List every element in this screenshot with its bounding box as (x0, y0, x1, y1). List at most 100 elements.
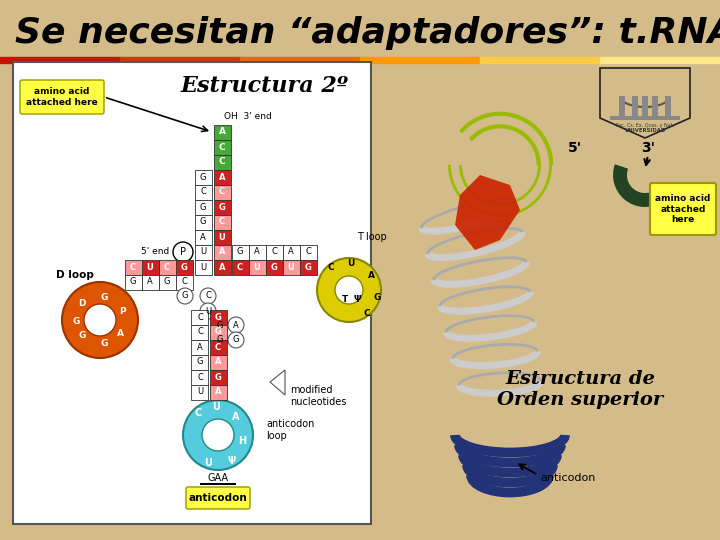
Text: U: U (197, 388, 203, 396)
Bar (214, 260, 231, 275)
Text: Se necesitan “adaptadores”: t.RNA: Se necesitan “adaptadores”: t.RNA (15, 16, 720, 50)
Text: G: G (215, 327, 222, 336)
Text: anticodon: anticodon (540, 473, 595, 483)
Text: C: C (219, 187, 225, 197)
Text: C: C (271, 247, 277, 256)
Bar (0, 57, 121, 63)
Bar (610, 116, 680, 120)
Bar (200, 483, 236, 485)
Text: C: C (219, 158, 225, 166)
Text: A: A (288, 247, 294, 256)
Text: C: C (364, 309, 370, 319)
Bar (214, 245, 231, 260)
FancyBboxPatch shape (20, 80, 104, 114)
Text: U: U (287, 262, 294, 272)
Bar (214, 170, 231, 185)
Bar (600, 57, 720, 63)
Text: G: G (72, 318, 80, 327)
Text: P: P (119, 307, 125, 316)
Circle shape (335, 276, 363, 304)
Text: G: G (100, 340, 108, 348)
Text: A: A (219, 172, 225, 181)
Text: C: C (194, 408, 202, 418)
Bar (125, 260, 142, 275)
Text: A: A (200, 233, 206, 241)
Text: GAA: GAA (207, 473, 228, 483)
Text: A: A (215, 388, 221, 396)
Polygon shape (270, 370, 285, 395)
Bar (176, 260, 193, 275)
Bar (142, 275, 159, 290)
Bar (360, 57, 481, 63)
Bar (191, 310, 208, 325)
Text: G: G (199, 202, 206, 212)
Bar (214, 140, 231, 155)
Bar (214, 125, 231, 140)
Text: G: G (197, 357, 203, 367)
Text: G: G (181, 262, 187, 272)
Text: amino acid
attached
here: amino acid attached here (655, 194, 711, 224)
Bar (210, 310, 227, 325)
Bar (195, 185, 212, 200)
Bar (195, 215, 212, 230)
Text: 3': 3' (641, 141, 655, 155)
Bar (214, 215, 231, 230)
Text: G: G (373, 294, 381, 302)
Text: G: G (219, 202, 225, 212)
Bar (195, 170, 212, 185)
Text: U: U (212, 402, 220, 412)
Text: Ψ: Ψ (354, 295, 361, 305)
Text: 5' end: 5' end (140, 247, 169, 256)
Text: C: C (200, 187, 206, 197)
Text: T: T (342, 295, 348, 305)
Text: G: G (271, 262, 277, 272)
Circle shape (228, 317, 244, 333)
Bar (191, 325, 208, 340)
Bar (283, 260, 300, 275)
Text: C: C (181, 278, 187, 287)
Text: H: H (238, 436, 246, 446)
Text: U: U (200, 247, 206, 256)
Text: C: C (328, 264, 334, 273)
Bar (283, 245, 300, 260)
Text: G: G (237, 247, 243, 256)
Text: C: C (197, 313, 203, 321)
Bar (214, 155, 231, 170)
Circle shape (202, 419, 234, 451)
Text: A: A (254, 247, 260, 256)
Bar (652, 96, 658, 118)
Circle shape (84, 304, 116, 336)
Text: anticodon
loop: anticodon loop (266, 419, 315, 441)
Bar (195, 200, 212, 215)
Bar (266, 245, 283, 260)
Circle shape (177, 288, 193, 304)
Bar (159, 260, 176, 275)
Bar (232, 260, 249, 275)
Text: A: A (215, 357, 221, 367)
Text: A: A (233, 321, 239, 329)
Text: C: C (205, 292, 211, 300)
Text: amino acid
attached here: amino acid attached here (26, 87, 98, 107)
Text: C: C (219, 218, 225, 226)
Text: G: G (130, 278, 136, 287)
Bar (195, 230, 212, 245)
Bar (642, 96, 648, 118)
Bar (210, 325, 227, 340)
Text: A: A (219, 247, 225, 256)
Text: G: G (217, 335, 223, 345)
Bar (142, 260, 159, 275)
Text: Ψ: Ψ (228, 456, 236, 466)
Bar (125, 275, 142, 290)
Circle shape (228, 332, 244, 348)
Bar (249, 245, 266, 260)
Text: U: U (200, 262, 206, 272)
Bar (176, 275, 193, 290)
Circle shape (183, 400, 253, 470)
Text: G: G (199, 218, 206, 226)
Text: A: A (117, 329, 124, 339)
Text: C: C (305, 247, 311, 256)
Text: P: P (180, 247, 186, 257)
Circle shape (212, 332, 228, 348)
Bar (619, 96, 625, 118)
Polygon shape (600, 68, 690, 138)
